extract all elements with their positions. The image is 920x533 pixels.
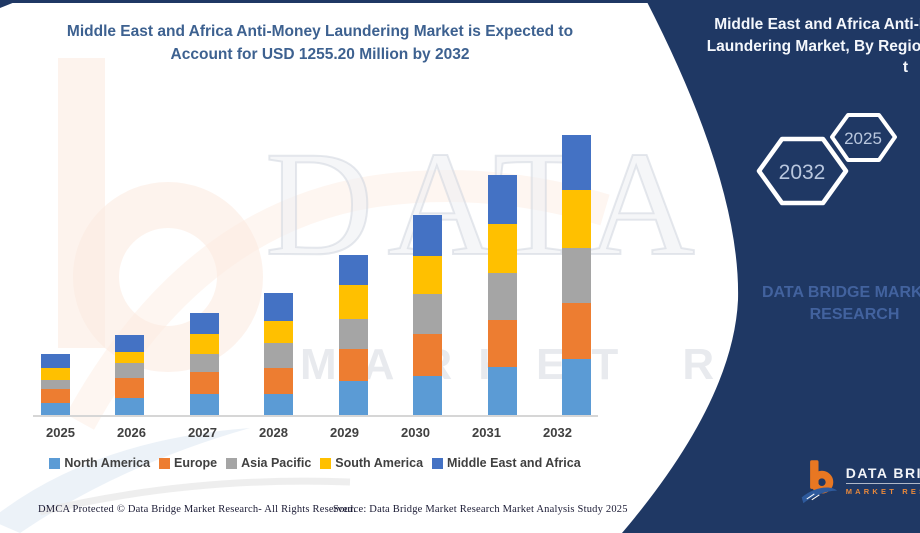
bar-segment [561,358,591,415]
hexagon-2025 [830,113,897,162]
data-bridge-logo: DATA BRIDGE MARKET RESEARCH [800,452,920,514]
legend-item-north-america: North America [49,456,150,470]
logo-brand-tagline: MARKET RESEARCH [845,487,920,496]
bar-segment [115,362,145,378]
x-axis-labels: 2025 2026 2027 2028 2029 2030 2031 2032 [25,425,593,440]
x-axis-label: 2028 [259,425,288,440]
bar-segment [189,333,219,354]
bar-segment [487,175,517,225]
bar-2027 [189,312,219,415]
x-axis-line [33,415,598,417]
bar-segment [264,394,294,415]
bar-segment [338,380,368,415]
x-axis-label: 2031 [472,425,501,440]
bar-segment [189,353,219,372]
legend-label: Europe [174,456,218,470]
bar-segment [413,255,443,294]
x-axis-label: 2025 [46,425,75,440]
logo-b-icon [801,460,838,504]
bar-segment [41,380,70,389]
source-text: Source: Data Bridge Market Research Mark… [333,504,628,515]
bar-segment [264,293,294,321]
bar-segment [189,312,219,334]
hexagon-2032 [756,136,849,206]
legend-label: North America [64,456,151,470]
bar-segment [413,293,443,334]
legend-item-south-america: South America [320,456,423,470]
legend-swatch [49,457,61,469]
bar-segment [413,376,443,415]
hexagon-2025-label: 2025 [844,129,882,148]
x-axis-label: 2030 [401,425,430,440]
bar-segment [41,388,70,403]
bar-2028 [264,293,294,415]
top-accent-line [0,0,920,3]
x-axis-label: 2027 [188,425,217,440]
chart-title: Middle East and Africa Anti-Money Launde… [40,20,600,66]
panel-watermark: DATA BRIDGE MARKET RESEARCH [762,282,920,326]
legend-item-asia-pacific: Asia Pacific [226,456,311,470]
bar-segment [189,394,219,415]
bar-segment [487,319,517,367]
hexagon-2032-label: 2032 [779,161,826,184]
bar-segment [338,348,368,381]
bar-segment [189,371,219,394]
bar-segment [561,247,591,303]
bar-segment [338,284,368,319]
legend-swatch [432,457,444,469]
bar-segment [264,367,294,394]
legend-label: Asia Pacific [241,456,312,470]
chart-legend: North America Europe Asia Pacific South Ame… [35,456,595,470]
bar-segment [338,318,368,349]
bar-segment [561,302,591,359]
bar-segment [487,224,517,273]
bar-segment [41,353,70,369]
bar-segment [561,135,591,191]
bar-segment [413,333,443,376]
legend-item-middle-east-and-africa: Middle East and Africa [432,456,581,470]
chart-title-line2: Account for USD 1255.20 Million by 2032 [170,46,470,63]
bar-segment [413,215,443,256]
legend-swatch [226,457,238,469]
stacked-bar-chart [35,135,597,415]
chart-title-line1: Middle East and Africa Anti-Money Launde… [66,23,574,40]
bar-2031 [487,175,517,415]
x-axis-label: 2029 [330,425,359,440]
bar-segment [115,398,145,415]
x-axis-label: 2032 [543,425,572,440]
bar-segment [41,403,70,415]
bar-segment [264,342,294,368]
bar-2030 [413,215,443,415]
legend-swatch [320,457,332,469]
legend-item-europe: Europe [159,456,217,470]
legend-swatch [159,457,171,469]
bar-segment [264,320,294,343]
bar-segment [338,255,368,285]
dmca-text: DMCA Protected © Data Bridge Market Rese… [38,504,357,515]
bar-2032 [561,135,591,415]
panel-heading-line2: Laundering Market, By Regions [706,37,920,55]
bar-segment [487,272,517,320]
panel-watermark-line2: RESEARCH [809,306,900,323]
bar-segment [41,368,70,381]
legend-label: South America [335,456,424,470]
bar-segment [487,366,517,415]
panel-heading-line3: t [902,59,908,76]
bar-2025 [41,353,70,415]
panel-watermark-line1: DATA BRIDGE MARKET [762,284,920,301]
bar-2029 [338,255,368,415]
bar-segment [115,334,145,352]
bar-segment [115,351,145,363]
bar-2026 [115,334,145,415]
x-axis-label: 2026 [117,425,146,440]
panel-heading-line1: Middle East and Africa Anti-M [714,16,920,33]
bar-segment [115,377,145,398]
side-panel-heading: Middle East and Africa Anti-M Laundering… [658,14,920,79]
bar-segment [561,190,591,248]
legend-label: Middle East and Africa [447,456,581,470]
logo-brand-name: DATA BRIDGE [845,465,920,484]
